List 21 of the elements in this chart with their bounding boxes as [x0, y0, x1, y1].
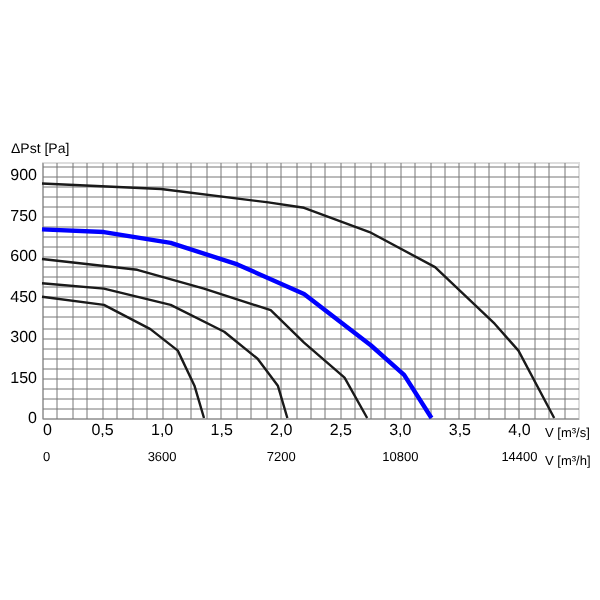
- x-tick-label: 2,0: [270, 421, 294, 439]
- y-tick-label: 0: [28, 409, 39, 427]
- x-tick-label: 3,5: [448, 421, 473, 439]
- y-tick-label: 300: [10, 328, 39, 347]
- x-tick-label: 4,0: [508, 421, 532, 439]
- x-tick-label: 0,5: [91, 421, 115, 439]
- y-tick-label: 900: [10, 166, 39, 185]
- line-series: [40, 257, 369, 420]
- line-series: [40, 182, 556, 420]
- line-series: [39, 227, 434, 421]
- y-tick-label: 750: [10, 206, 39, 225]
- line-series: [40, 282, 289, 420]
- line-series: [40, 295, 206, 420]
- x-tick-label: 3,0: [389, 421, 413, 439]
- y-tick-label: 150: [10, 368, 39, 387]
- x-tick-label: 2,5: [329, 421, 353, 439]
- y-tick-label: 600: [10, 247, 39, 266]
- x-tick-label: 0: [43, 421, 53, 439]
- y-tick-label: 450: [10, 287, 39, 306]
- x-tick-label: 1,5: [210, 421, 234, 439]
- x-tick-label: 1,0: [150, 421, 175, 439]
